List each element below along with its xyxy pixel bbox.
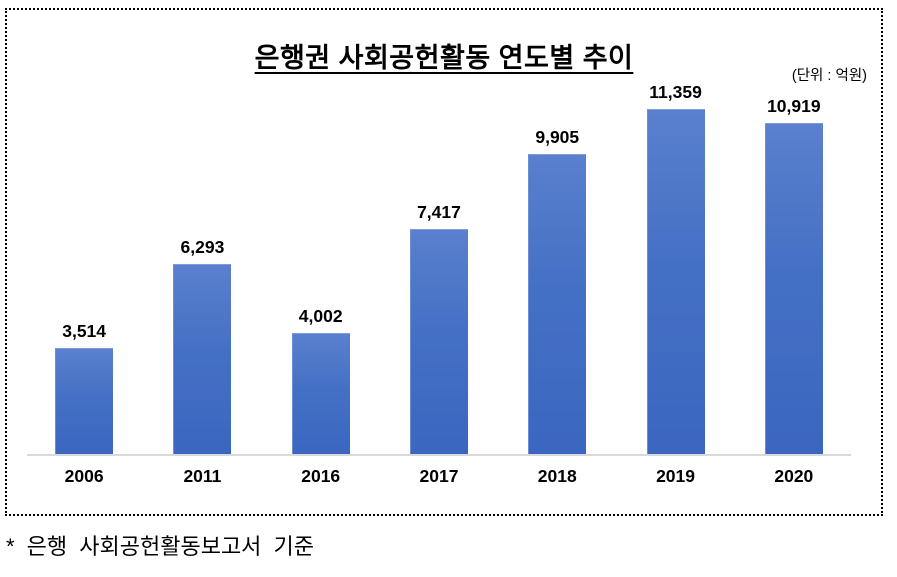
value-label: 7,417: [417, 202, 461, 222]
value-label: 3,514: [62, 321, 107, 341]
bar: [55, 348, 114, 455]
bar-column: 7,417 2017: [380, 88, 498, 486]
footnote: * 은행 사회공헌활동보고서 기준: [6, 534, 315, 559]
chart-area: 은행권 사회공헌활동 연도별 추이 (단위 : 억원) 3,514 2006 6,2…: [5, 8, 883, 516]
bar: [528, 154, 587, 455]
category-label: 2016: [301, 466, 341, 486]
category-label: 2020: [774, 466, 814, 486]
bar-column: 9,905 2018: [498, 88, 616, 486]
x-axis-line: [27, 454, 851, 456]
bar-column: 3,514 2006: [25, 88, 143, 486]
bar-stack: 11,359: [646, 82, 705, 455]
unit-label: (단위 : 억원): [791, 68, 867, 84]
category-label: 2019: [656, 466, 696, 486]
bar: [409, 229, 468, 455]
bar-plot: 3,514 2006 6,293 2011 4,002 2016 7,417 2017 9,90…: [25, 82, 853, 486]
value-label: 4,002: [298, 306, 343, 326]
category-label: 2011: [183, 466, 222, 486]
category-label: 2006: [64, 466, 104, 486]
chart-title: 은행권 사회공헌활동 연도별 추이: [254, 43, 634, 73]
bar-stack: 9,905: [528, 127, 587, 455]
category-label: 2017: [419, 466, 459, 486]
bar-stack: 4,002: [291, 306, 350, 455]
value-label: 11,359: [649, 82, 702, 102]
bar-column: 10,919 2020: [735, 88, 853, 486]
value-label: 10,919: [767, 96, 821, 116]
bar-column: 4,002 2016: [262, 88, 380, 486]
bar-stack: 10,919: [764, 96, 823, 455]
bar-stack: 3,514: [55, 321, 114, 455]
category-label: 2018: [537, 466, 577, 486]
bars-container: 3,514 2006 6,293 2011 4,002 2016 7,417 2017 9,90…: [25, 82, 853, 486]
value-label: 6,293: [180, 237, 225, 257]
value-label: 9,905: [535, 127, 580, 147]
bar-stack: 7,417: [409, 202, 468, 455]
bar-column: 6,293 2011: [143, 88, 261, 486]
bar: [764, 123, 823, 455]
bar: [173, 264, 232, 455]
bar-column: 11,359 2019: [616, 82, 734, 486]
bar-stack: 6,293: [173, 237, 232, 455]
bar: [291, 333, 350, 455]
bar: [646, 109, 705, 455]
